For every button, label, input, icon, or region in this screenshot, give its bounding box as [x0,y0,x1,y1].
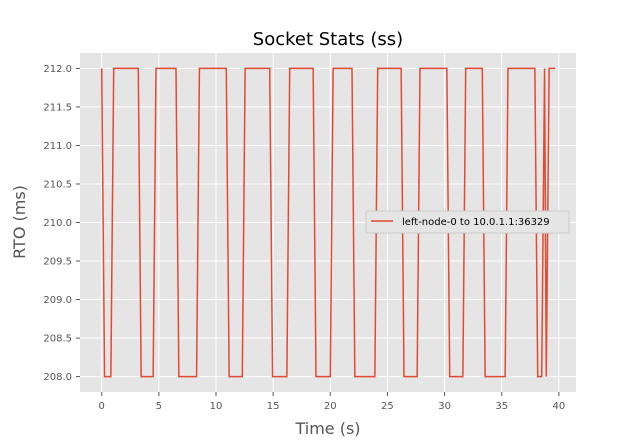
y-tick-label: 212.0 [43,64,72,75]
series-line [100,67,556,378]
x-tick-label: 20 [324,401,337,412]
legend: left-node-0 to 10.0.1.1:36329 [365,210,570,234]
x-tick-label: 25 [381,401,394,412]
x-ticks: 0 5 10 15 20 25 30 35 40 [99,392,565,412]
y-tick-label: 211.5 [43,102,72,113]
x-tick-label: 0 [99,401,105,412]
y-tick-label: 209.0 [43,295,72,306]
x-tick-label: 5 [156,401,162,412]
chart-title: Socket Stats (ss) [253,29,403,50]
legend-label: left-node-0 to 10.0.1.1:36329 [402,217,550,228]
y-tick-label: 208.5 [43,334,72,345]
series-layer [100,67,556,378]
x-tick-label: 30 [438,401,451,412]
x-axis-label: Time (s) [294,419,360,438]
x-tick-label: 10 [210,401,223,412]
y-ticks: 208.0 208.5 209.0 209.5 210.0 210.5 211.0 211.5… [43,64,80,383]
x-tick-label: 40 [552,401,565,412]
y-tick-label: 209.5 [43,257,72,268]
y-tick-label: 208.0 [43,372,72,383]
y-tick-label: 210.0 [43,218,72,229]
x-tick-label: 15 [267,401,280,412]
legend-box [365,210,570,234]
y-axis-label: RTO (ms) [10,185,29,259]
x-tick-label: 35 [495,401,508,412]
y-tick-label: 210.5 [43,179,72,190]
y-tick-label: 211.0 [43,141,72,152]
